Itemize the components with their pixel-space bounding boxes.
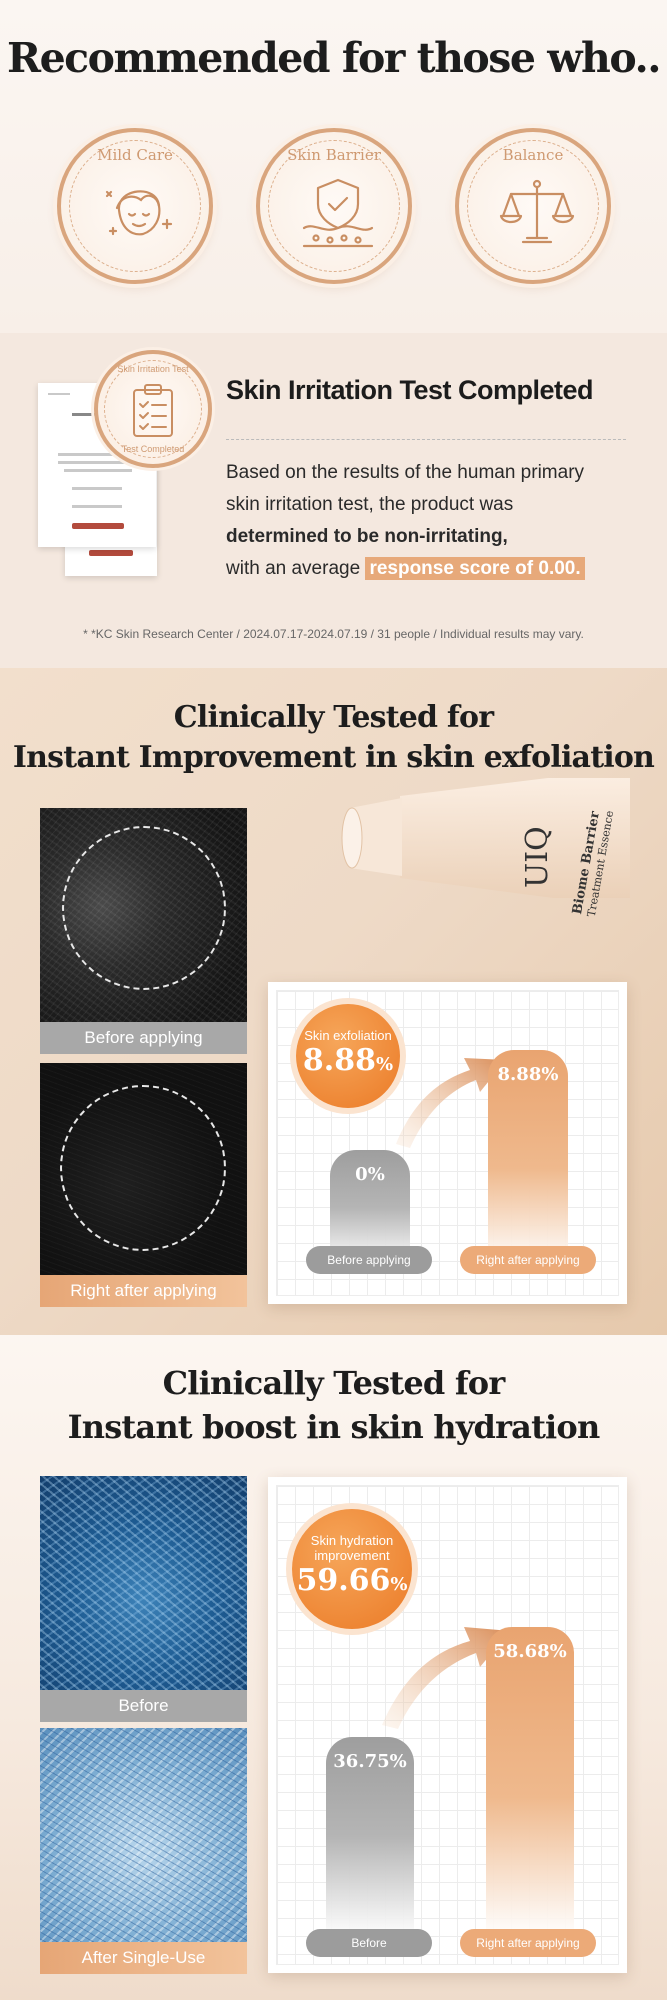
test-completed-stamp: Skin Irritation Test Test Completed [94,350,212,468]
before-hydration-image: Before [40,1476,247,1722]
irritation-test-description: Based on the results of the human primar… [226,457,646,585]
product-bottle-image [341,778,630,898]
hydration-title: Clinically Tested for Instant boost in s… [67,1364,601,1446]
shield-check-icon [302,178,374,248]
clipboard-check-icon [133,384,173,437]
desc-line-4: with an average response score of 0.00. [226,553,646,585]
after-hydration-caption: After Single-Use [40,1942,247,1974]
hydration-bubble: Skin hydration improvement 59.66% [292,1509,412,1629]
bar-after: 8.88% [488,1050,568,1266]
after-caption: Right after applying [40,1275,247,1307]
bar-before: 36.75% [326,1737,414,1937]
badge-label: Balance [502,146,564,164]
dashed-divider [226,439,626,440]
increase-arrow-icon [396,1058,506,1148]
badge-label: Mild Care [97,146,173,164]
before-hydration-caption: Before [40,1690,247,1722]
desc-line-1: Based on the results of the human primar… [226,462,585,483]
exfoliation-chart-card: Skin exfoliation 8.88% 0% 8.88% Before a… [268,982,627,1304]
badge-mild-care: Mild Care [57,128,213,284]
before-micro-image: Before applying [40,808,247,1054]
badge-skin-barrier: Skin Barrier [256,128,412,284]
desc-line-3: determined to be non-irritating, [226,526,508,547]
stamp-top-text: Skin Irritation Test [117,364,189,374]
scale-icon [499,179,575,244]
bar-after: 58.68% [486,1627,574,1937]
stamp-bottom-text: Test Completed [121,444,185,454]
before-caption: Before applying [40,1022,247,1054]
pill-after: Right after applying [460,1929,596,1957]
recommended-section: Recommended for those who.. Mild Care Sk… [0,0,667,333]
exfoliation-title: Clinically Tested for Instant Improvemen… [12,700,655,775]
badge-label: Skin Barrier [287,146,381,164]
brand-logo: UIQ [520,826,555,888]
pill-before: Before applying [306,1246,432,1274]
pill-after: Right after applying [460,1246,596,1274]
badge-balance: Balance [455,128,611,284]
face-sparkle-icon [105,190,173,236]
response-score-highlight: response score of 0.00. [365,557,585,580]
irritation-test-section: Skin Irritation Test Test Completed Skin… [0,333,667,668]
exfoliation-section: UIQ Biome Barrier Treatment Essence Clin… [0,668,667,1335]
increase-arrow-icon [382,1627,510,1729]
pill-before: Before [306,1929,432,1957]
after-micro-image: Right after applying [40,1063,247,1307]
hydration-chart-card: Skin hydration improvement 59.66% 36.75%… [268,1477,627,1973]
hydration-section: Clinically Tested for Instant boost in s… [0,1335,667,2000]
research-footnote: * *KC Skin Research Center / 2024.07.17-… [83,627,584,641]
exfoliation-bubble: Skin exfoliation 8.88% [296,1004,400,1108]
irritation-test-title: Skin Irritation Test Completed [226,375,594,405]
desc-line-2: skin irritation test, the product was [226,494,514,515]
after-hydration-image: After Single-Use [40,1728,247,1974]
recommended-title: Recommended for those who.. [7,34,662,82]
